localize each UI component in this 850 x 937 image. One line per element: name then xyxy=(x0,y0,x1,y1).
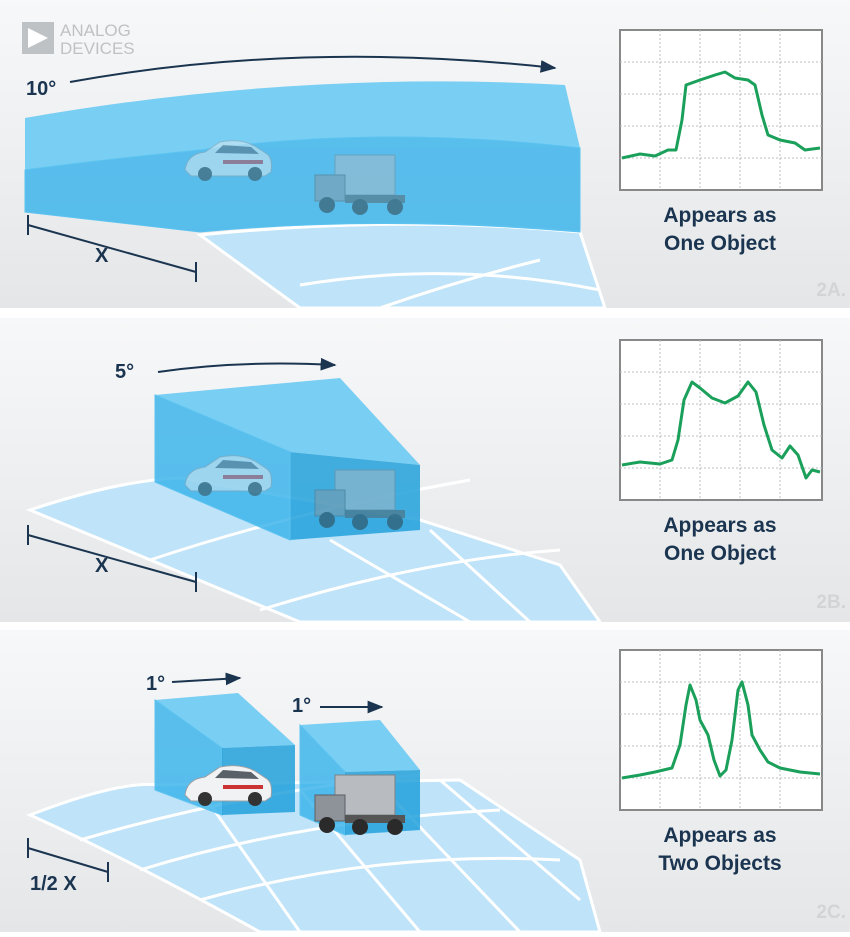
scope xyxy=(619,339,823,501)
caption: Appears as xyxy=(663,514,776,537)
caption: Appears as xyxy=(663,824,776,847)
distance-bracket xyxy=(27,215,197,282)
angle-label: 1° xyxy=(292,695,311,717)
panel-label: 2A. xyxy=(816,280,846,301)
distance-label: 1/2 X xyxy=(30,873,77,895)
caption: One Object xyxy=(664,542,776,565)
angle-arrow xyxy=(69,55,557,83)
waveform xyxy=(621,70,821,160)
angle-arrow xyxy=(157,357,337,373)
panel-a: 10° X Appears as One Object 2A. xyxy=(0,0,850,310)
logo-text: DEVICES xyxy=(60,39,135,58)
waveform xyxy=(621,680,821,780)
distance-label: X xyxy=(95,555,109,577)
caption: One Object xyxy=(664,232,776,255)
angle-label: 5° xyxy=(115,361,134,383)
logo: ANALOG DEVICES xyxy=(22,21,135,58)
beam-top xyxy=(25,81,580,170)
road xyxy=(25,476,603,624)
angle-arrow xyxy=(171,672,242,686)
angle-label: 10° xyxy=(26,78,56,100)
beam-top xyxy=(155,378,420,465)
scope xyxy=(619,649,823,811)
caption: Two Objects xyxy=(658,852,781,875)
panel-label: 2C. xyxy=(816,902,846,923)
caption: Appears as xyxy=(663,204,776,227)
distance-bracket xyxy=(27,525,197,592)
scope xyxy=(619,29,823,191)
logo-text: ANALOG xyxy=(60,21,131,40)
beam xyxy=(24,136,581,233)
distance-label: X xyxy=(95,245,109,267)
panel-c: 1° 1° 1/2 X Appears as Two Objects 2C. xyxy=(0,630,850,934)
panel-b: 5° X Appears as One Object 2B. xyxy=(0,318,850,624)
distance-bracket xyxy=(27,838,109,882)
waveform xyxy=(621,380,821,480)
panel-label: 2B. xyxy=(816,592,846,613)
angle-label: 1° xyxy=(146,673,165,695)
